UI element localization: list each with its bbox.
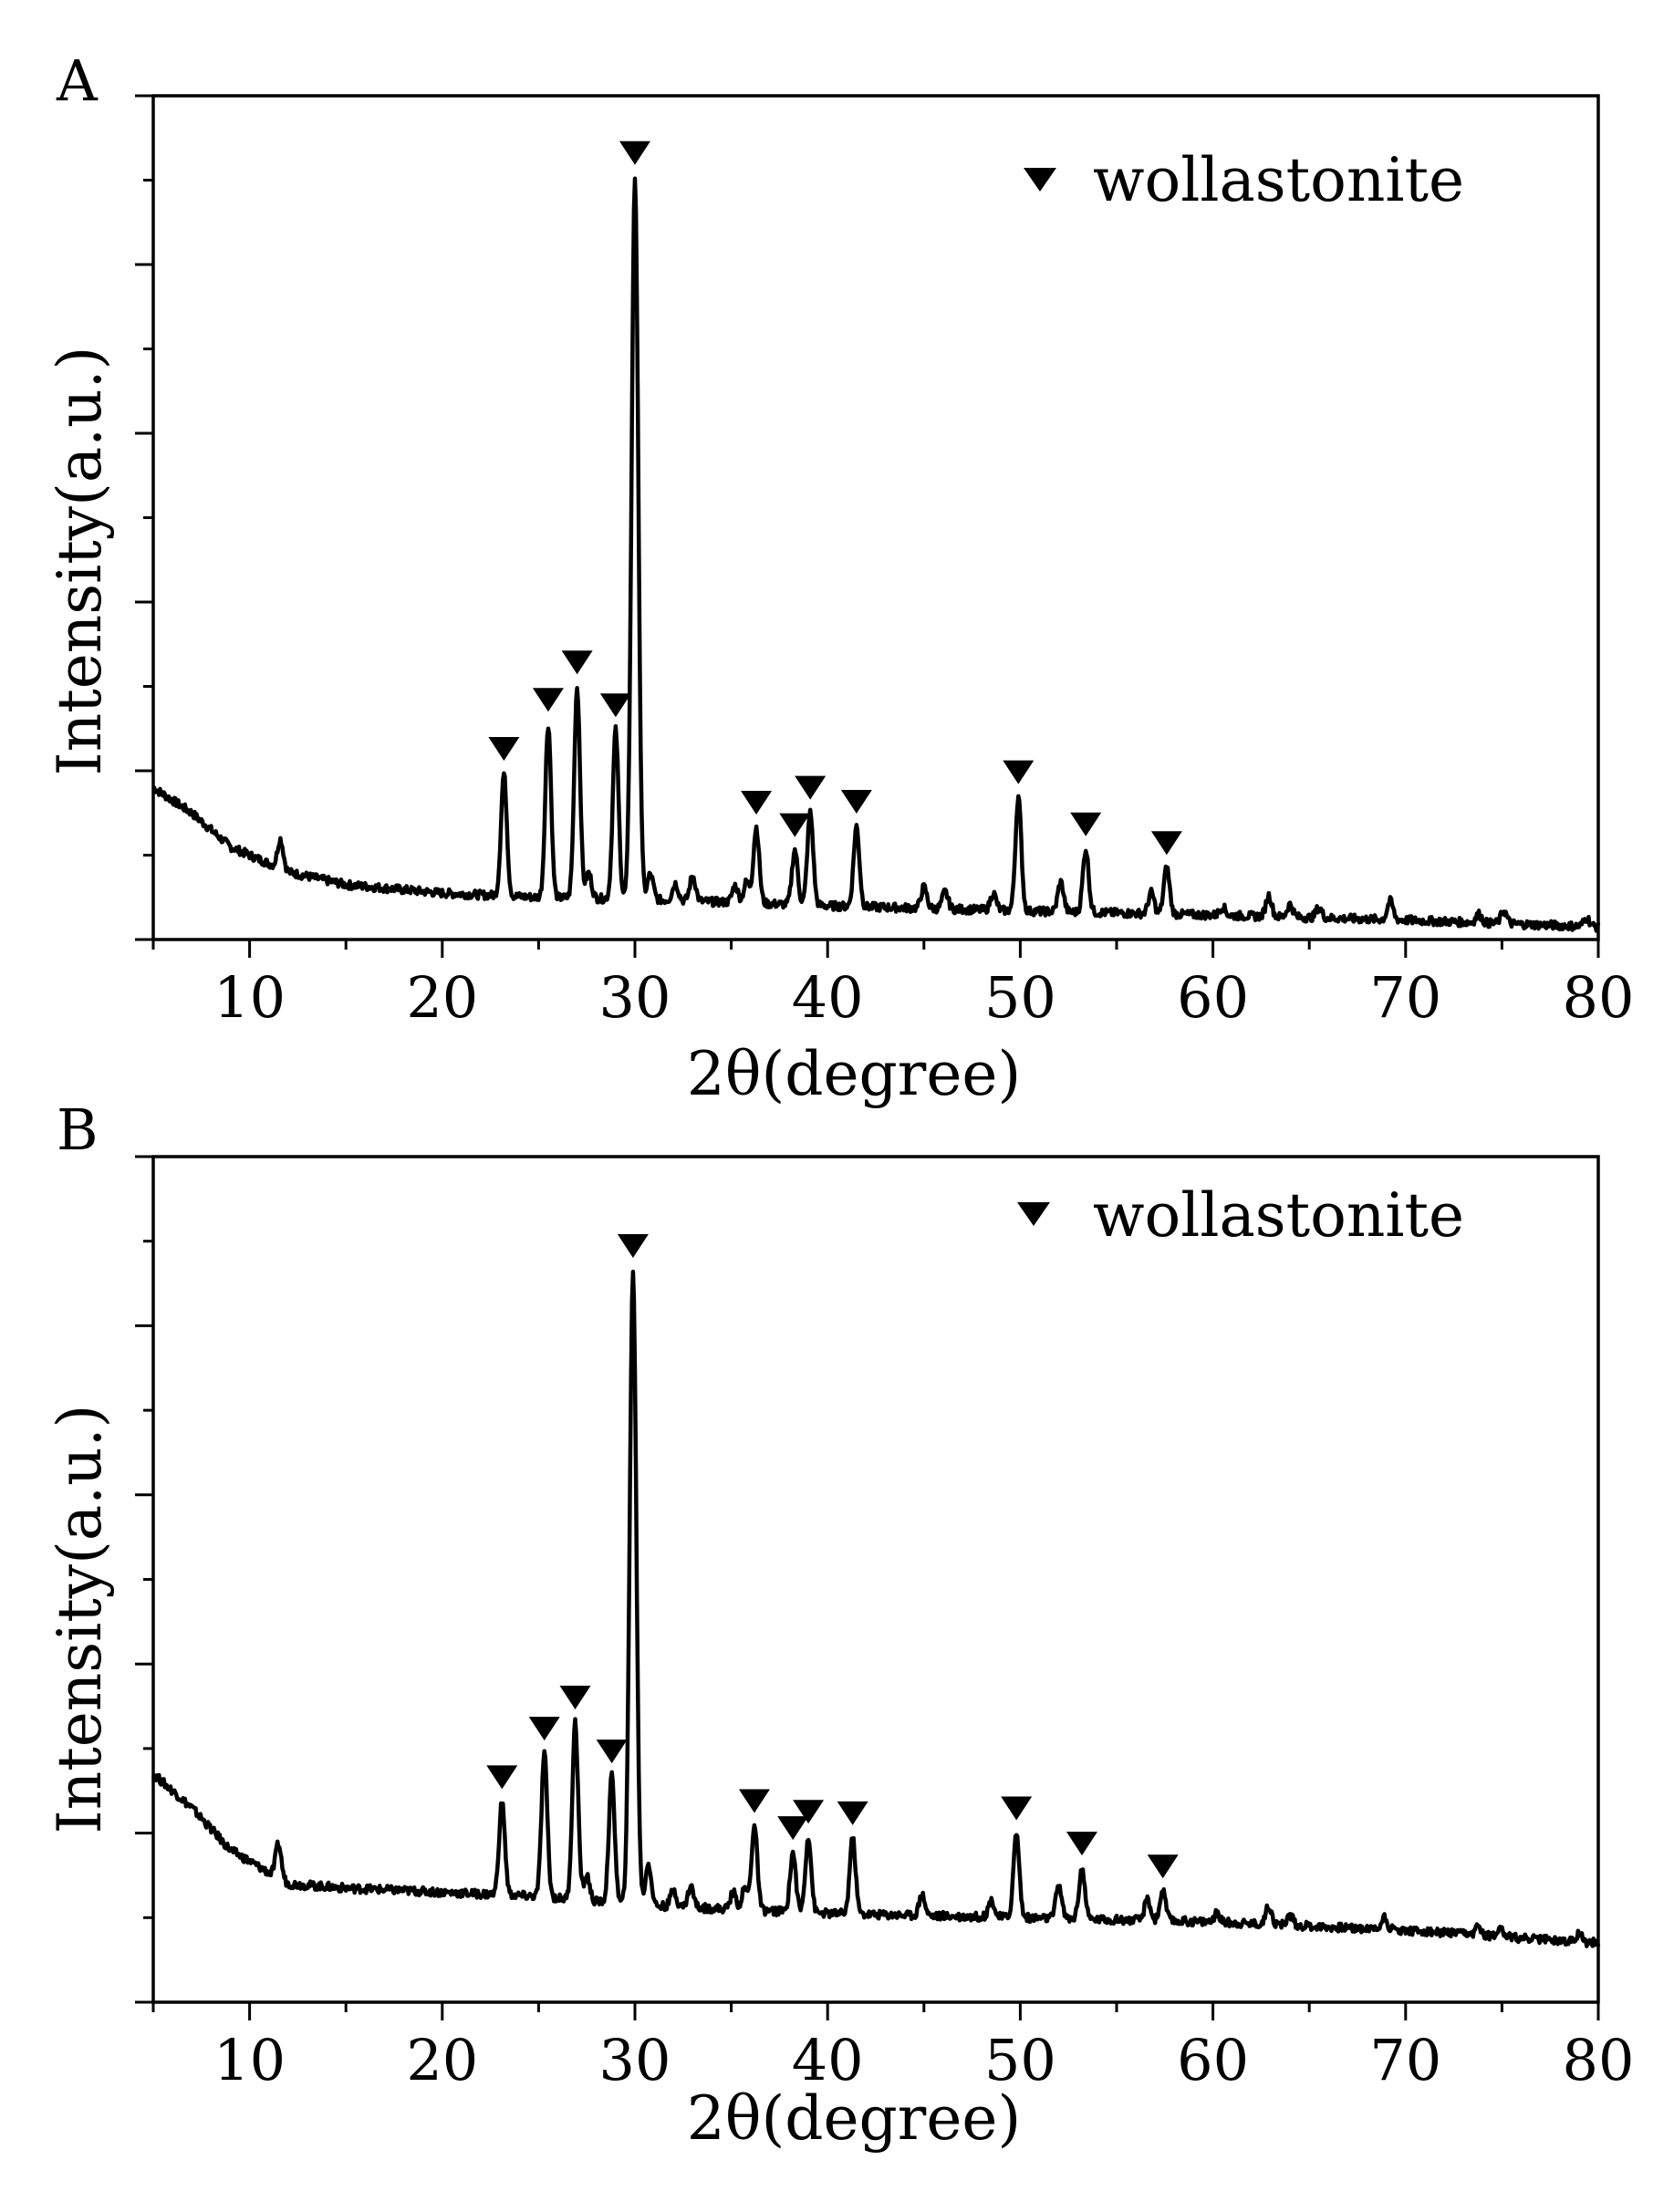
panel-a-y-axis-title: Intensity(a.u.) [45, 347, 115, 776]
panel-b-x-tick-label: 40 [792, 2027, 864, 2093]
panel-a-x-tick-label: 70 [1369, 964, 1441, 1031]
panel-b-peak-marker [1066, 1832, 1097, 1856]
panel-b-peak-marker [559, 1685, 591, 1709]
panel-a-x-tick-label: 40 [792, 964, 864, 1031]
panel-b-legend-label: wollastonite [1093, 1180, 1464, 1251]
panel-a-peak-marker [619, 140, 650, 165]
panel-a-x-tick-label: 10 [213, 964, 286, 1031]
panel-a-legend: wollastonite [1024, 145, 1464, 215]
panel-b-xrd-trace [151, 1269, 1601, 1948]
panel-b-peak-marker [1147, 1854, 1179, 1879]
panel-a-peak-marker [1070, 812, 1102, 836]
panel-a-peak-marker [840, 789, 872, 814]
panel-a-legend-label: wollastonite [1093, 145, 1464, 215]
panel-b-peak-marker [528, 1717, 560, 1741]
panel-a-x-tick-label: 60 [1177, 964, 1249, 1031]
panel-b-peak-marker [1001, 1796, 1033, 1821]
panel-b-peak-marker [777, 1816, 809, 1841]
panel-a-x-axis-title: 2θ(degree) [687, 1039, 1021, 1109]
panel-a-label: A [56, 47, 99, 114]
panel-b-peak-marker [617, 1233, 649, 1258]
panel-b-x-tick-label: 30 [599, 2027, 671, 2093]
panel-a-peak-marker [599, 693, 631, 718]
panel-a-x-tick-label: 80 [1563, 964, 1635, 1031]
panel-b-peak-marker [738, 1789, 770, 1813]
panel-b-x-tick-label: 80 [1563, 2027, 1635, 2093]
panel-a-xrd-trace [151, 176, 1601, 933]
panel-b-axes [135, 1155, 1600, 2020]
panel-b-peak-marker [837, 1801, 868, 1825]
panel-b-peak-markers [486, 1233, 1179, 1879]
panel-a-peak-markers [488, 140, 1182, 856]
panel-b-plot-frame [151, 1155, 1600, 2004]
panel-a-peak-marker [1150, 831, 1182, 856]
panel-a-peak-marker [795, 775, 827, 800]
panel-a-peak-marker [532, 688, 564, 712]
panel-b-legend: wollastonite [1017, 1180, 1464, 1251]
panel-b-x-tick-label: 50 [984, 2027, 1056, 2093]
panel-b-x-tick-label: 20 [406, 2027, 478, 2093]
panel-a-x-tick-label: 50 [984, 964, 1056, 1031]
panel-b: B 10 20 30 40 50 60 70 80 2θ(degree) Intensity(… [45, 1096, 1634, 2154]
panel-a-peak-marker [488, 736, 520, 761]
panel-b-x-tick-labels: 10 20 30 40 50 60 70 80 [213, 2027, 1634, 2093]
panel-b-legend-marker [1017, 1202, 1050, 1226]
panel-b-peak-marker [793, 1800, 825, 1824]
panel-a-plot-frame [151, 94, 1600, 941]
panel-b-x-tick-label: 10 [213, 2027, 286, 2093]
panel-b-x-tick-label: 60 [1177, 2027, 1249, 2093]
panel-a-legend-marker [1024, 168, 1056, 192]
panel-a-peak-marker [779, 813, 811, 837]
panel-b-peak-marker [596, 1739, 628, 1764]
panel-a-peak-marker [741, 791, 773, 815]
panel-b-y-axis-title: Intensity(a.u.) [45, 1405, 115, 1834]
panel-a-peak-marker [561, 650, 593, 675]
panel-b-x-tick-label: 70 [1369, 2027, 1441, 2093]
panel-b-x-axis-title: 2θ(degree) [687, 2083, 1021, 2154]
panel-a-peak-marker [1003, 760, 1035, 784]
panel-a-x-tick-label: 20 [406, 964, 478, 1031]
panel-a-axes [135, 94, 1600, 958]
panel-a: A 10 20 30 40 50 60 70 80 2θ(degree) Intensity(… [45, 47, 1634, 1109]
panel-b-peak-marker [486, 1765, 518, 1790]
panel-b-label: B [57, 1096, 99, 1163]
panel-a-x-tick-label: 30 [599, 964, 671, 1031]
panel-a-x-tick-labels: 10 20 30 40 50 60 70 80 [213, 964, 1634, 1031]
